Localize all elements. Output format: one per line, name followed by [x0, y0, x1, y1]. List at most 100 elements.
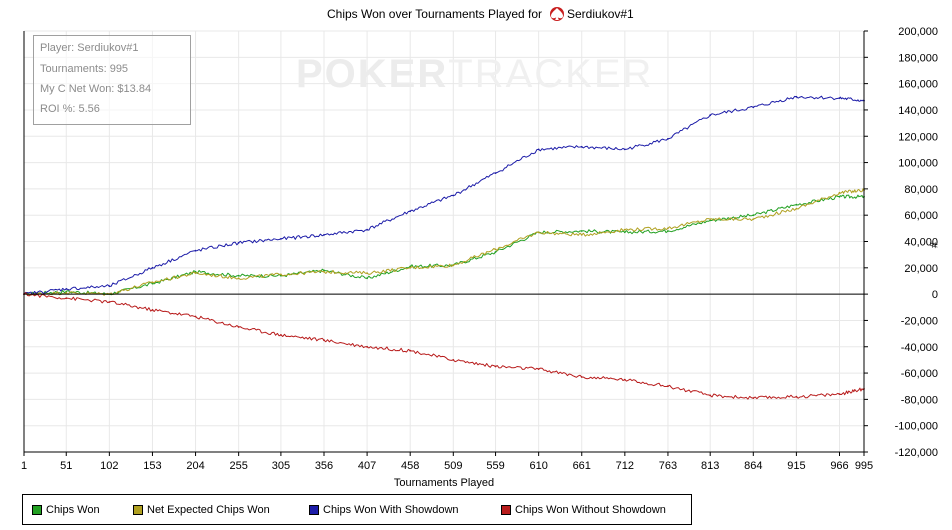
series-point-chips-won	[838, 195, 841, 198]
y-tick-label: 140,000	[898, 105, 938, 117]
series-point-with-showdown	[237, 241, 240, 244]
x-tick-label: 995	[855, 460, 873, 472]
series-point-chips-won	[65, 290, 68, 293]
info-player: Player: Serdiukov#1	[40, 42, 139, 54]
series-point-with-showdown	[108, 285, 111, 288]
legend-label: Chips Won With Showdown	[323, 504, 459, 516]
series-point-net-expected	[280, 273, 282, 276]
series-point-without-showdown	[795, 395, 798, 398]
y-tick-label: -100,000	[895, 421, 938, 433]
series-point-with-showdown	[65, 288, 68, 290]
series-point-chips-won	[580, 230, 583, 232]
series-point-without-showdown	[409, 349, 412, 352]
x-tick-label: 966	[830, 460, 848, 472]
x-tick-label: 255	[229, 460, 247, 472]
series-point-without-showdown	[623, 378, 626, 381]
y-tick-label: 20,000	[904, 263, 938, 275]
y-tick-label: 0	[932, 289, 938, 301]
series-point-net-expected	[452, 264, 455, 267]
series-point-with-showdown	[409, 210, 412, 213]
legend-item-net-expected[interactable]: Net Expected Chips Won	[133, 503, 270, 517]
series-point-net-expected	[623, 228, 626, 231]
series-point-chips-won	[237, 274, 240, 277]
series-point-without-showdown	[108, 301, 111, 303]
series-point-net-expected	[194, 272, 197, 274]
chart-title-player: Serdiukov#1	[567, 7, 634, 21]
series-point-with-showdown	[537, 148, 540, 151]
series-point-net-expected	[752, 218, 755, 221]
x-tick-label: 356	[315, 460, 333, 472]
y-tick-label: 40,000	[904, 237, 938, 249]
x-tick-label: 509	[444, 460, 462, 472]
series-point-with-showdown	[580, 145, 583, 148]
series-point-with-showdown	[667, 138, 669, 140]
series-point-without-showdown	[323, 339, 325, 342]
legend-item-without-showdown[interactable]: Chips Won Without Showdown	[501, 503, 666, 517]
series-layer	[23, 95, 865, 400]
series-point-net-expected	[580, 234, 583, 236]
series-point-with-showdown	[838, 97, 841, 99]
series-point-with-showdown	[623, 148, 626, 151]
series-point-without-showdown	[237, 326, 240, 328]
series-point-with-showdown	[709, 114, 712, 117]
x-tick-label: 458	[401, 460, 419, 472]
x-tick-label: 763	[659, 460, 677, 472]
series-point-with-showdown	[795, 95, 798, 98]
series-point-net-expected	[409, 266, 412, 269]
x-tick-label: 661	[573, 460, 591, 472]
series-point-without-showdown	[366, 345, 368, 348]
x-tick-label: 305	[272, 460, 290, 472]
info-net-won: My C Net Won: $13.84	[40, 83, 152, 95]
legend-label: Chips Won Without Showdown	[515, 504, 666, 516]
series-point-chips-won	[623, 231, 626, 234]
series-point-net-expected	[537, 231, 540, 234]
series-point-without-showdown	[537, 368, 540, 370]
x-tick-label: 610	[529, 460, 547, 472]
series-point-net-expected	[151, 281, 154, 284]
series-point-net-expected	[366, 272, 368, 274]
y-tick-label: 100,000	[898, 158, 938, 170]
series-point-with-showdown	[494, 172, 497, 175]
series-point-without-showdown	[452, 359, 455, 361]
series-point-net-expected	[65, 291, 68, 294]
series-point-chips-won	[795, 203, 798, 206]
y-tick-label: 200,000	[898, 26, 938, 38]
y-tick-label: 80,000	[904, 184, 938, 196]
legend-item-chips-won[interactable]: Chips Won	[32, 503, 100, 517]
series-point-net-expected	[838, 191, 841, 194]
x-tick-label: 559	[486, 460, 504, 472]
legend-item-with-showdown[interactable]: Chips Won With Showdown	[309, 503, 459, 517]
series-point-chips-won	[194, 270, 197, 273]
y-tick-label: -60,000	[901, 368, 938, 380]
series-point-net-expected	[237, 277, 240, 280]
series-point-with-showdown	[366, 228, 368, 231]
legend-swatch-with-showdown	[309, 505, 319, 515]
series-point-net-expected	[795, 207, 798, 210]
info-tournaments: Tournaments: 995	[40, 63, 129, 75]
spade-icon	[550, 7, 564, 21]
y-tick-label: -120,000	[895, 447, 938, 459]
series-point-without-showdown	[838, 393, 841, 395]
series-point-without-showdown	[280, 334, 282, 336]
x-tick-label: 813	[701, 460, 719, 472]
series-point-chips-won	[494, 251, 497, 253]
series-point-without-showdown	[65, 297, 68, 299]
y-tick-label: 60,000	[904, 210, 938, 222]
legend-label: Chips Won	[46, 504, 100, 516]
y-tick-label: -40,000	[901, 342, 938, 354]
x-tick-label: 102	[100, 460, 118, 472]
y-tick-label: -20,000	[901, 315, 938, 327]
series-point-net-expected	[494, 248, 497, 251]
legend-swatch-chips-won	[32, 505, 42, 515]
series-line-net-expected	[23, 188, 865, 296]
series-point-chips-won	[709, 219, 712, 222]
series-point-net-expected	[667, 227, 669, 230]
series-line-chips-won	[23, 194, 865, 296]
series-point-chips-won	[151, 282, 154, 285]
x-tick-label: 712	[616, 460, 634, 472]
y-axis-label: #	[927, 242, 939, 249]
series-point-chips-won	[323, 269, 325, 272]
series-point-without-showdown	[194, 315, 197, 318]
x-tick-label: 153	[143, 460, 161, 472]
